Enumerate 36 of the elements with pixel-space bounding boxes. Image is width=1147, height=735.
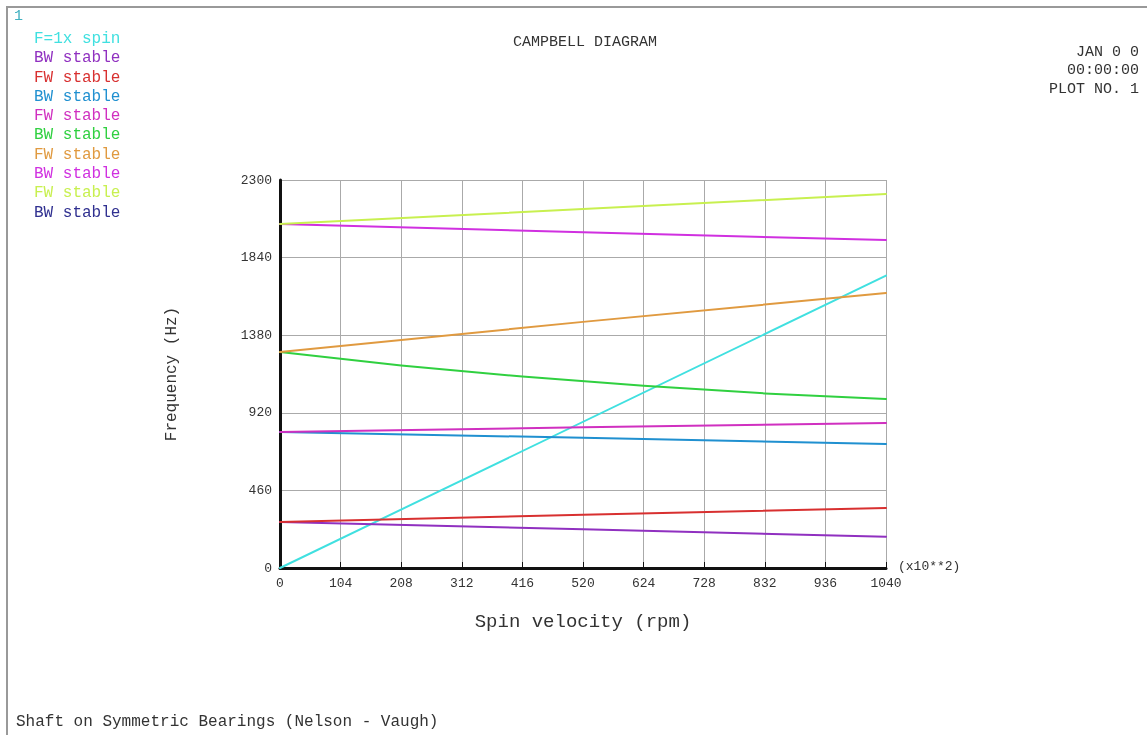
text: BW stable [34,165,121,185]
y-axis-title: Frequency (Hz) [163,306,181,442]
text: Shaft on Symmetric Bearings (Nelson - Vaugh) [16,713,439,731]
text: 1 [14,8,24,25]
text: 00:00:00 [1066,62,1139,79]
x-axis-title: Spin velocity (rpm) [474,610,692,633]
y-tick-label: 460 [248,482,272,498]
y-tick-label: 1380 [240,327,272,343]
x-tick-label: 624 [631,576,656,591]
text: FW stable [34,107,121,127]
x-tick-label: 1040 [870,576,902,591]
chart-title: CAMPBELL DIAGRAM [512,34,658,51]
legend-label: BW stable [34,203,121,223]
y-tick-label: 2300 [240,172,272,188]
text: BW stable [34,87,121,108]
x-tick-label: 312 [450,576,474,591]
x-tick-label: 936 [813,576,838,591]
text: FW stable [34,68,121,88]
x-tick-label: 104 [328,576,353,591]
y-tick-label: 1840 [240,250,272,266]
x-tick-label: 208 [389,576,413,591]
y-tick-label: 0 [264,560,272,576]
text: FW stable [34,145,121,166]
text: PLOT NO. 1 [1048,81,1139,98]
x-tick-label: 416 [510,576,535,591]
x-tick-label: 832 [753,576,777,591]
text: JAN 0 0 [1075,44,1139,61]
text: BW stable [34,126,121,146]
text: BW stable [34,49,121,69]
text: F=1x spin [34,30,121,50]
text: (x10**2) [898,559,961,574]
x-tick-label: 520 [571,576,595,591]
x-tick-label: 728 [692,576,716,591]
text: FW stable [34,184,121,204]
x-tick-label: 0 [276,576,284,591]
y-tick-label: 920 [248,405,272,421]
